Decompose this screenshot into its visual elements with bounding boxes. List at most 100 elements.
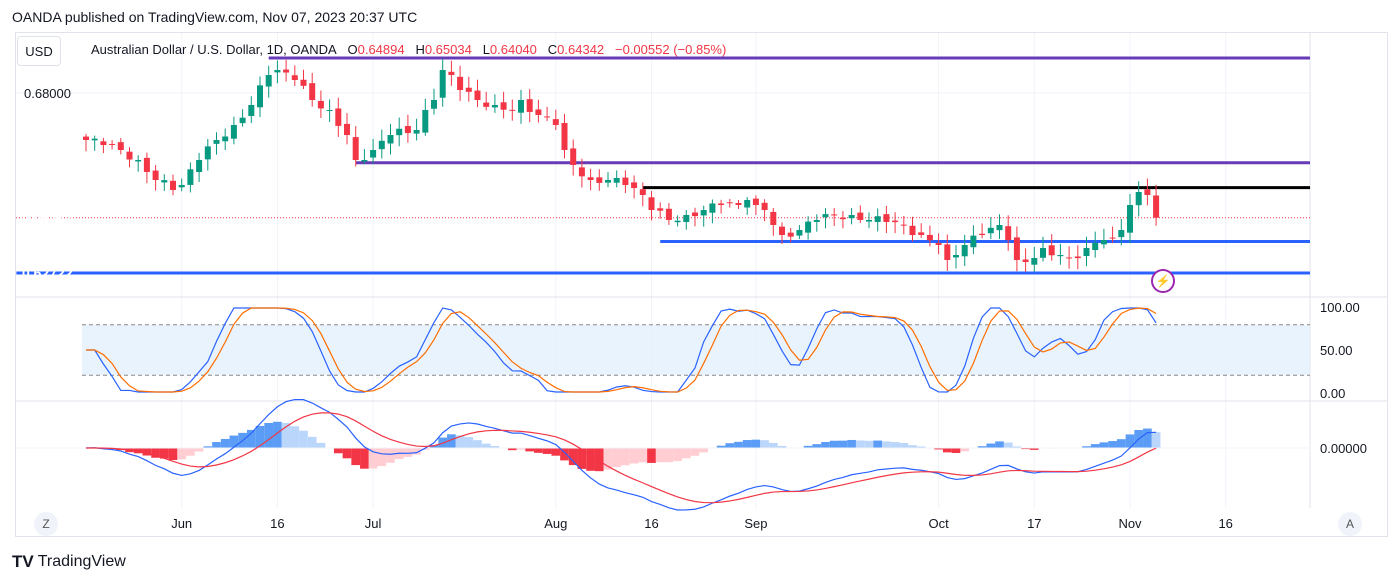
macd-histogram-bar [751,439,761,448]
candle-body [631,182,638,189]
macd-histogram-bar [960,448,970,452]
macd-histogram-bar [916,446,926,448]
macd-histogram-bar [638,448,648,463]
macd-histogram-bar [368,448,378,469]
macd-histogram-bar [1143,428,1152,448]
macd-histogram-bar [168,448,178,460]
macd-histogram-bar [847,439,856,448]
macd-histogram-bar [159,448,169,459]
macd-histogram-bar [403,448,413,457]
macd-histogram-bar [299,430,308,448]
macd-histogram-bar [412,448,421,455]
macd-histogram-bar [255,425,265,448]
candle-body [578,167,585,177]
candle-body [961,244,968,257]
macd-histogram-bar [586,448,595,471]
change-value: −0.00552 (−0.85%) [615,42,727,57]
macd-histogram-bar [699,448,709,453]
time-axis-label: 16 [1218,516,1233,531]
stoch-tick-0: 0.00 [1320,386,1346,401]
candle-body [117,142,124,151]
candle-body [526,99,533,112]
candle-body [918,232,925,235]
price-label-purple: 0.65953 [22,154,73,170]
candle-body [979,233,986,235]
macd-histogram-bar [551,448,561,456]
macd-histogram-bar [212,442,221,448]
candle-body [431,99,437,109]
candle-body [779,226,785,235]
candle-body [848,215,855,219]
candle-body [91,138,98,141]
candle-body [1074,256,1081,259]
candle-body [970,235,977,248]
candle-body [561,122,568,151]
macd-histogram-bar [542,448,552,454]
candle-body [883,214,890,223]
time-axis-label: 17 [1027,516,1042,531]
candle-body [831,214,838,216]
macd-histogram-bar [995,441,1004,448]
macd-histogram-bar [447,434,456,448]
candle-body [213,139,220,144]
macd-histogram-bar [821,442,830,448]
lightning-event-icon[interactable]: ⚡ [1151,269,1175,293]
candle-body [718,203,725,205]
macd-histogram-bar [890,442,900,448]
stoch-d-line [86,307,1157,393]
candle-body [657,208,664,211]
macd-histogram-bar [855,440,865,448]
candle-body [222,136,229,142]
candle-body [344,123,350,136]
macd-histogram-bar [768,442,778,448]
macd-histogram-bar [473,440,482,448]
candle-body [987,227,994,234]
candle-body [257,85,263,108]
time-axis-label: Nov [1118,516,1142,531]
auto-scale-button[interactable]: A [1338,512,1362,536]
macd-histogram-bar [899,443,909,448]
macd-histogram-bar [186,448,195,456]
log-scale-button[interactable]: Z [34,512,58,536]
macd-histogram-bar [351,448,361,466]
candle-body [700,209,707,216]
candle-body [892,220,899,223]
macd-histogram-bar [1108,441,1117,448]
macd-histogram-bar [734,441,743,448]
candle-body [735,203,742,205]
published-caption: OANDA published on TradingView.com, Nov … [12,9,418,25]
candle-body [1022,259,1029,262]
price-label-last: 0.64342 [22,209,73,225]
candle-body [378,140,385,150]
macd-histogram-bar [1021,448,1030,450]
time-axis-label: Oct [928,516,949,531]
macd-histogram-bar [934,448,943,450]
macd-histogram-bar [716,445,726,448]
macd-histogram-bar [560,448,569,461]
candle-body [230,124,237,139]
candle-body [1153,195,1160,218]
candle-body [605,179,611,183]
candle-body [248,105,255,116]
open-value: 0.64894 [357,42,405,57]
macd-histogram-bar [481,443,491,448]
currency-button[interactable]: USD [17,36,61,66]
macd-histogram-bar [220,438,230,448]
candle-body [135,160,142,162]
macd-histogram-bar [333,448,343,454]
macd-histogram-bar [377,448,387,467]
macd-histogram-bar [882,441,891,448]
candle-body [744,200,751,208]
candle-body [352,137,359,161]
macd-histogram-bar [151,448,160,458]
candle-body [317,100,324,109]
candle-body [709,203,716,213]
candle-body [1031,257,1038,265]
candle-body [787,232,794,237]
candle-body [265,74,272,87]
macd-histogram-bar [681,448,691,459]
macd-histogram-bar [290,426,300,448]
candle-body [692,212,698,217]
macd-histogram-bar [673,448,682,462]
